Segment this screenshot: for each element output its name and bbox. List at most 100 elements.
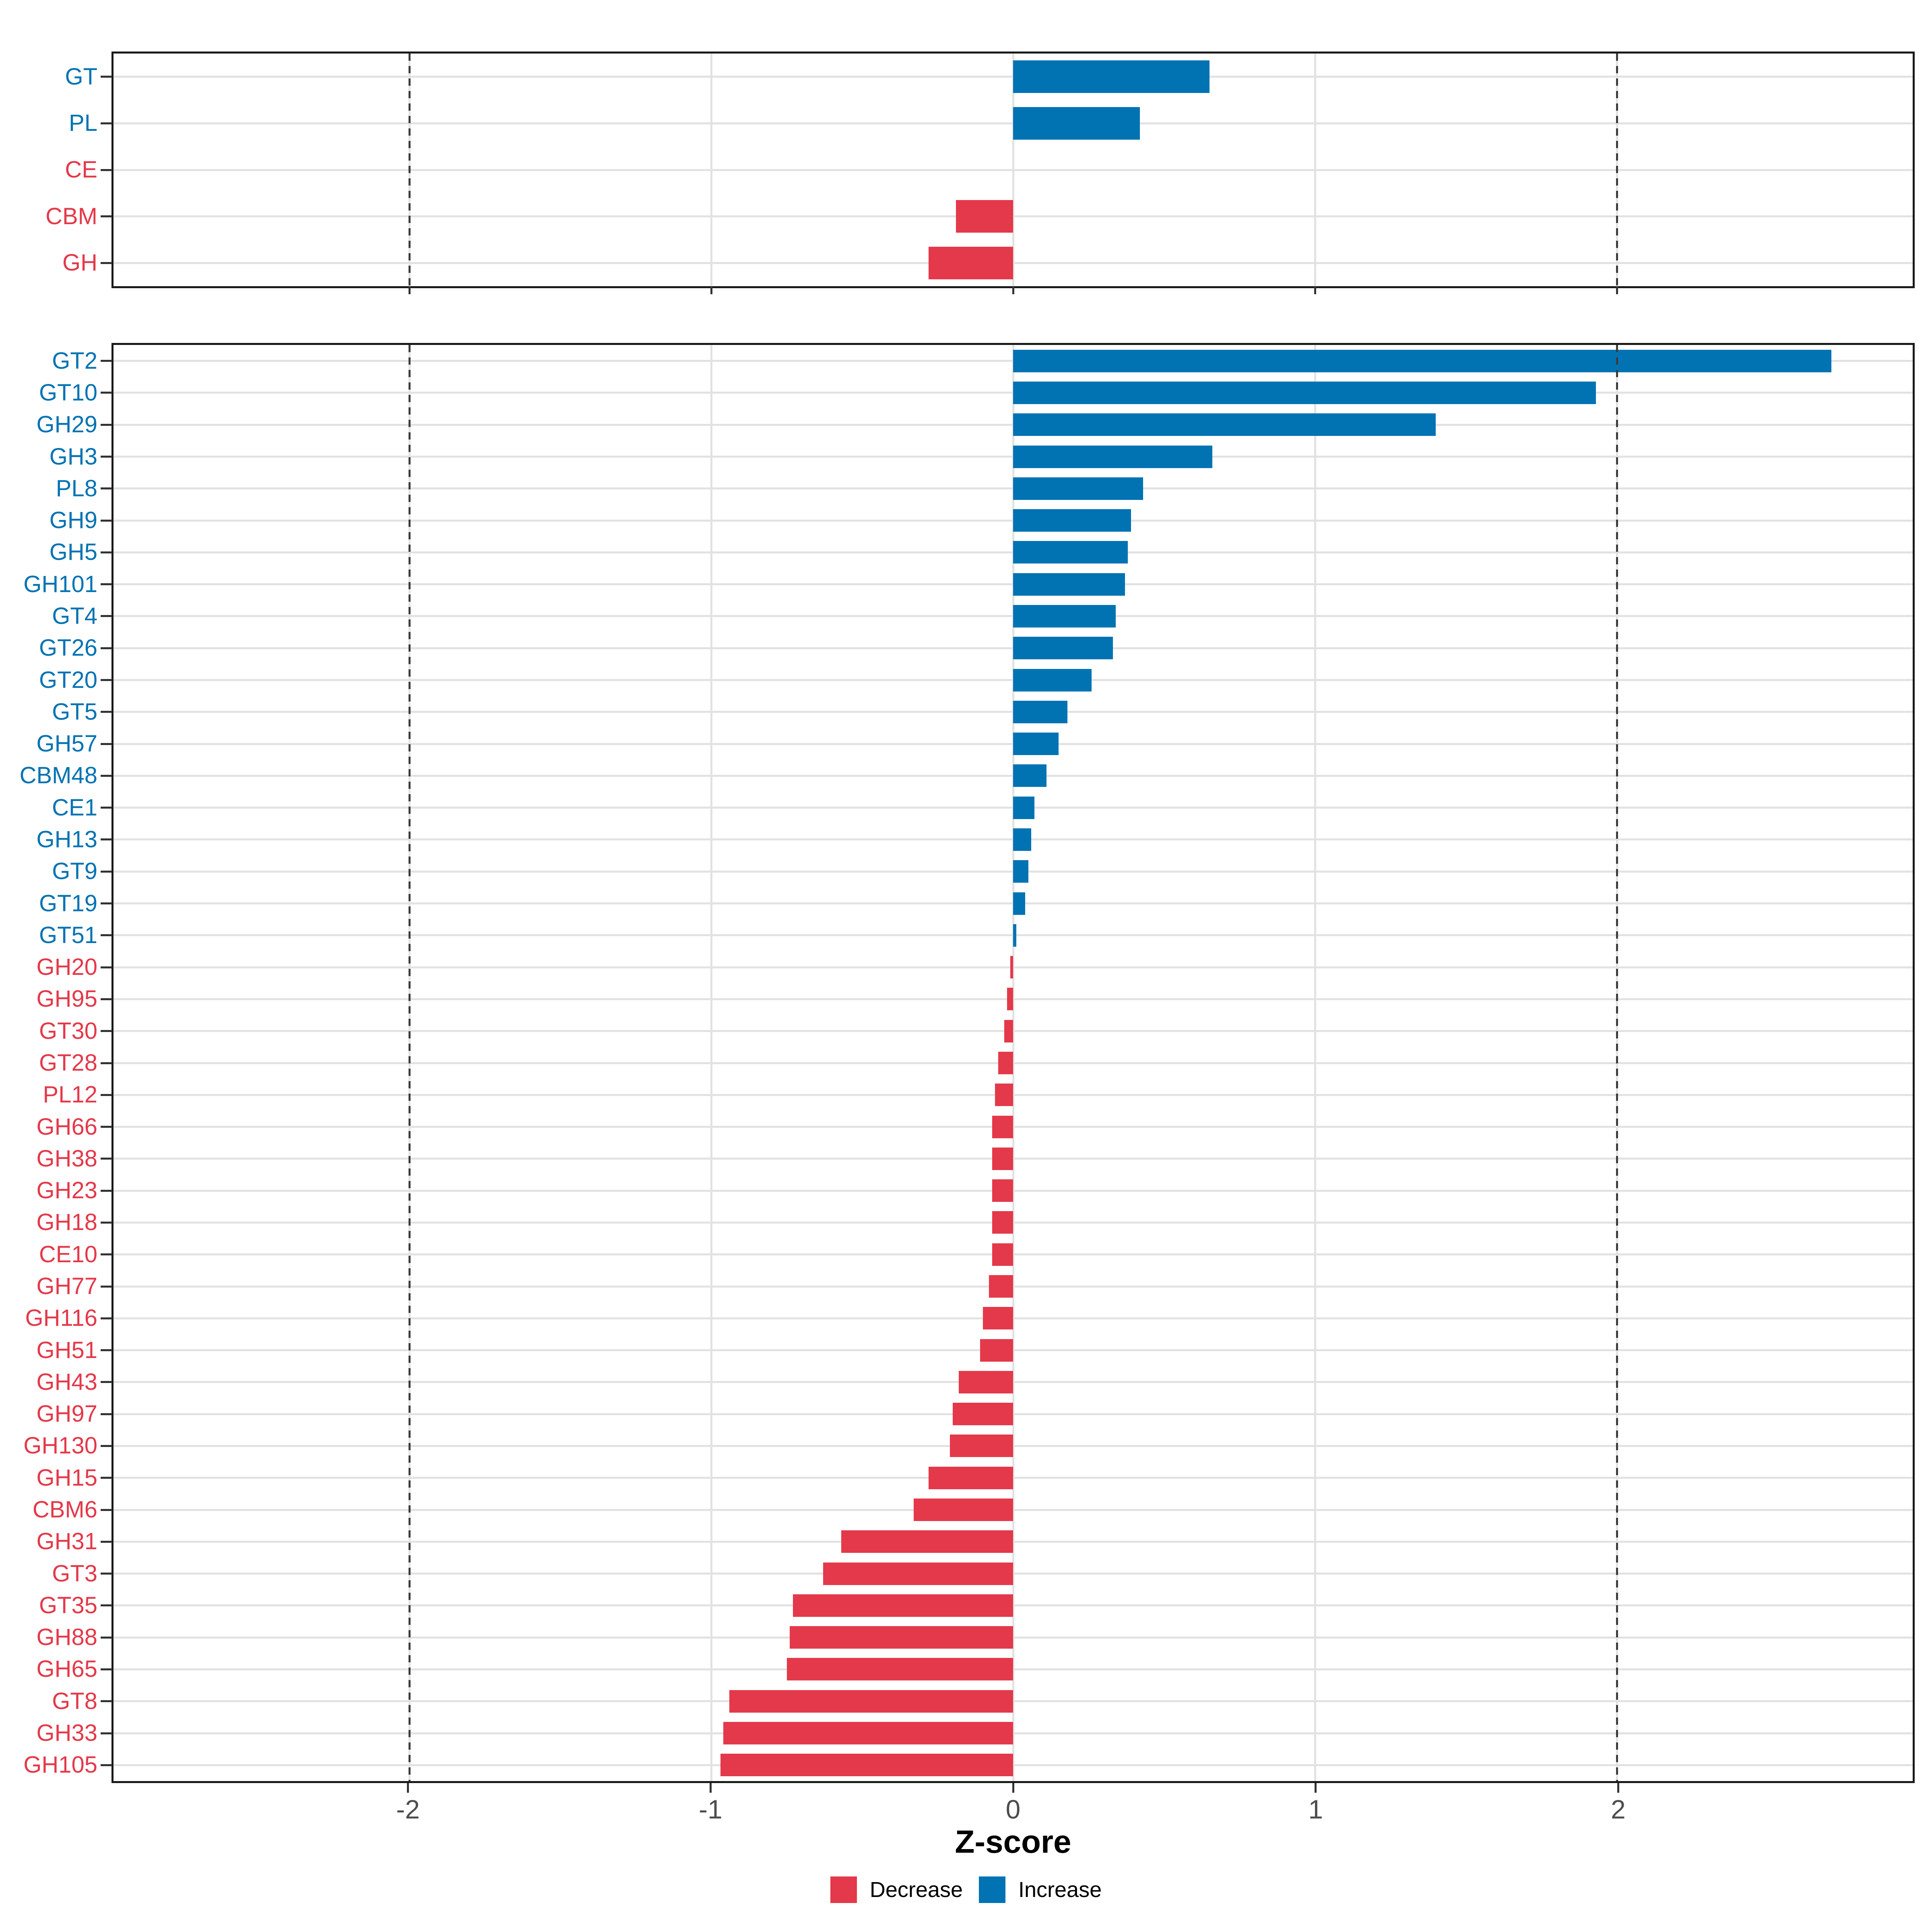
y-tick-GH130 — [101, 1445, 112, 1447]
bar-GT26 — [1013, 637, 1113, 660]
bar-GH15 — [929, 1466, 1013, 1489]
bar-GH101 — [1013, 573, 1125, 596]
y-tick-GT2 — [101, 360, 112, 362]
legend-item-decrease: Decrease — [830, 1876, 963, 1903]
bar-GH20 — [1010, 956, 1013, 979]
bar-GH33 — [723, 1722, 1013, 1745]
y-tick-CE1 — [101, 807, 112, 809]
category-label-GH: GH — [62, 250, 97, 276]
y-tick-PL — [101, 122, 112, 124]
y-tick-GH105 — [101, 1764, 112, 1766]
y-tick-GT30 — [101, 1030, 112, 1032]
category-label-GT2: GT2 — [52, 347, 97, 374]
panel-bottom-tick--1 — [710, 286, 712, 294]
bar-GT51 — [1013, 924, 1016, 947]
category-label-GT: GT — [65, 63, 97, 90]
h-gridline-GT35 — [114, 1604, 1913, 1607]
y-tick-GH38 — [101, 1158, 112, 1160]
bar-GT2 — [1013, 349, 1831, 372]
y-tick-GH5 — [101, 551, 112, 553]
y-tick-GH43 — [101, 1381, 112, 1383]
category-label-GH116: GH116 — [25, 1305, 97, 1331]
y-tick-CE10 — [101, 1253, 112, 1256]
y-tick-GH51 — [101, 1349, 112, 1352]
category-label-GT9: GT9 — [52, 858, 97, 885]
h-gridline-GH — [114, 262, 1913, 264]
panel-bottom-tick-0 — [1012, 286, 1014, 294]
y-tick-GH — [101, 262, 112, 264]
y-tick-GT5 — [101, 711, 112, 713]
category-label-GT35: GT35 — [39, 1592, 97, 1618]
y-tick-GH18 — [101, 1221, 112, 1224]
y-tick-GH88 — [101, 1636, 112, 1639]
y-tick-GH23 — [101, 1189, 112, 1192]
h-gridline-GH65 — [114, 1668, 1913, 1670]
h-gridline-GH23 — [114, 1189, 1913, 1192]
h-gridline-GH95 — [114, 998, 1913, 1000]
bar-PL8 — [1013, 477, 1143, 500]
h-gridline-GH15 — [114, 1477, 1913, 1479]
class-level-panel: GT PL CE CBM GH — [45, 52, 1915, 294]
y-tick-GH13 — [101, 838, 112, 841]
y-tick-GH3 — [101, 456, 112, 458]
decrease-swatch-icon — [830, 1876, 857, 1903]
category-label-GH105: GH105 — [23, 1752, 97, 1778]
bar-CBM — [956, 200, 1013, 233]
y-tick-GT — [101, 76, 112, 78]
category-label-GT19: GT19 — [39, 890, 97, 916]
bar-PL12 — [995, 1084, 1013, 1106]
bar-GT — [1013, 60, 1210, 93]
bar-GT3 — [823, 1562, 1013, 1585]
category-label-PL8: PL8 — [56, 475, 97, 502]
h-gridline-CBM6 — [114, 1509, 1913, 1511]
y-tick-GH20 — [101, 966, 112, 968]
bar-GH97 — [953, 1403, 1013, 1426]
bar-GT35 — [793, 1594, 1013, 1617]
category-label-GT51: GT51 — [39, 922, 97, 948]
h-gridline-CE — [114, 169, 1913, 171]
bar-GH116 — [983, 1307, 1013, 1330]
h-gridline-GH18 — [114, 1221, 1913, 1224]
y-tick-GT51 — [101, 934, 112, 937]
y-tick-GH101 — [101, 583, 112, 586]
category-label-GT3: GT3 — [52, 1560, 97, 1587]
legend-item-increase: Increase — [978, 1876, 1102, 1903]
bar-GT19 — [1013, 892, 1025, 915]
category-label-GH9: GH9 — [49, 507, 97, 534]
h-gridline-GH43 — [114, 1381, 1913, 1383]
y-tick-GT28 — [101, 1062, 112, 1064]
bar-PL — [1013, 107, 1140, 140]
panel-bottom-tick-1 — [1314, 286, 1316, 294]
h-gridline-GH88 — [114, 1636, 1913, 1639]
x-axis-tick--2 — [407, 1783, 409, 1793]
x-axis-tick-label-0: 0 — [1005, 1794, 1021, 1824]
bar-GT5 — [1013, 700, 1067, 723]
x-axis-tick-0 — [1012, 1783, 1014, 1793]
bar-GH13 — [1013, 828, 1031, 851]
category-label-GT30: GT30 — [39, 1018, 97, 1044]
dashed-refline--2 — [408, 54, 411, 286]
increase-swatch-icon — [978, 1876, 1005, 1903]
bar-GH105 — [720, 1754, 1013, 1777]
category-label-GH95: GH95 — [36, 986, 97, 1012]
bar-GH43 — [959, 1371, 1013, 1393]
category-label-GH3: GH3 — [49, 443, 97, 470]
y-tick-GT3 — [101, 1573, 112, 1575]
y-tick-GT19 — [101, 902, 112, 905]
bar-GH29 — [1013, 413, 1436, 436]
category-label-GT4: GT4 — [52, 603, 97, 629]
bar-GH5 — [1013, 541, 1128, 564]
y-tick-GH65 — [101, 1668, 112, 1670]
category-label-CBM48: CBM48 — [19, 762, 97, 789]
h-gridline-GH105 — [114, 1764, 1913, 1766]
x-axis: -2 -1 0 1 2 — [111, 1783, 1915, 1831]
category-label-GH29: GH29 — [36, 411, 97, 438]
bar-GH18 — [992, 1211, 1013, 1234]
y-tick-GT8 — [101, 1700, 112, 1703]
panel-bottom-tick--2 — [408, 286, 411, 294]
category-label-GT26: GT26 — [39, 635, 97, 661]
category-label-CE: CE — [65, 157, 97, 183]
category-label-CBM6: CBM6 — [32, 1496, 97, 1523]
category-label-GT8: GT8 — [52, 1688, 97, 1714]
